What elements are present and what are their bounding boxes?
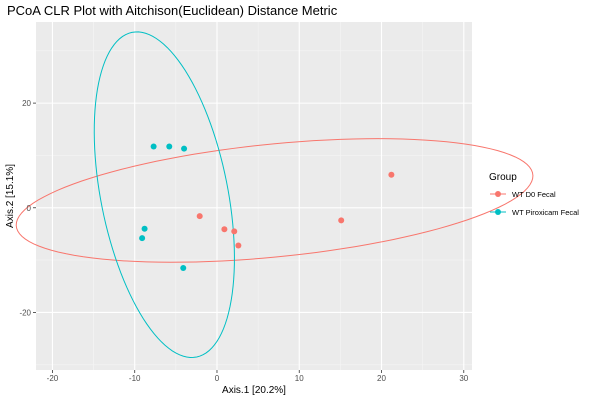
axis-tick-labels: -20 -10 0 10 20 30 -20 0 20 — [19, 99, 468, 383]
legend: Group WT D0 Fecal WT Piroxicam Fecal — [489, 172, 579, 217]
x-tick-label: 30 — [459, 374, 468, 383]
x-axis-title: Axis.1 [20.2%] — [222, 385, 286, 396]
data-point-series-1 — [221, 226, 228, 233]
data-point-series-2 — [141, 225, 148, 232]
data-point-series-1 — [235, 242, 242, 249]
x-tick-label: 0 — [215, 374, 220, 383]
data-points — [139, 143, 395, 271]
confidence-ellipses — [15, 31, 534, 358]
legend-label: WT D0 Fecal — [512, 190, 556, 199]
ellipse-series-1 — [15, 138, 534, 263]
legend-title: Group — [489, 172, 517, 183]
legend-key-point — [495, 209, 501, 215]
y-tick-label: 20 — [22, 99, 31, 108]
legend-key-point — [495, 191, 501, 197]
data-point-series-1 — [196, 213, 203, 220]
data-point-series-2 — [180, 264, 187, 271]
chart-title: PCoA CLR Plot with Aitchison(Euclidean) … — [7, 3, 338, 18]
major-gridlines — [36, 22, 472, 370]
axis-ticks — [33, 102, 465, 373]
ellipse-series-2 — [93, 31, 235, 358]
y-tick-label: -20 — [19, 308, 31, 317]
data-point-series-1 — [388, 171, 395, 178]
y-axis-title: Axis.2 [15.1%] — [5, 164, 16, 228]
plot-panel — [36, 22, 472, 370]
data-point-series-2 — [139, 235, 146, 242]
x-tick-label: 10 — [295, 374, 304, 383]
legend-label: WT Piroxicam Fecal — [512, 208, 579, 217]
y-tick-label: 0 — [27, 204, 32, 213]
x-tick-label: -20 — [47, 374, 59, 383]
data-point-series-2 — [150, 143, 157, 150]
data-point-series-2 — [181, 145, 188, 152]
data-point-series-1 — [338, 217, 345, 224]
x-tick-label: -10 — [129, 374, 141, 383]
data-point-series-2 — [166, 143, 173, 150]
x-tick-label: 20 — [377, 374, 386, 383]
data-point-series-1 — [231, 228, 238, 235]
